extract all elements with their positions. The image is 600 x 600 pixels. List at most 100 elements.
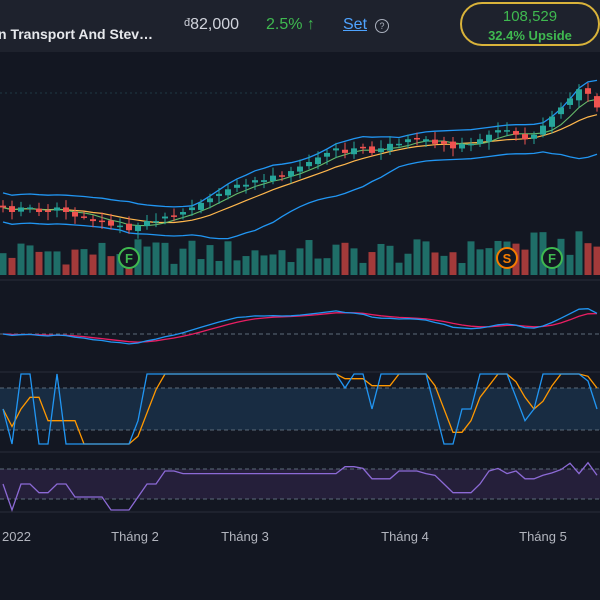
candle-body [396,143,402,146]
volume-bar [17,243,25,275]
candle-body [189,207,195,211]
candle-body [522,134,528,140]
candle-body [567,98,573,105]
candle-body [279,175,285,177]
volume-bar [359,262,367,275]
volume-bar [188,240,196,275]
volume-bar [143,246,151,275]
volume-bar [107,256,115,275]
event-marker-circle [496,247,518,269]
candle-body [549,116,555,127]
candle-body [45,210,51,212]
volume-bar [323,258,331,275]
volume-bar [161,242,169,275]
stock-chart[interactable]: F S F 2022 Tháng 2 Tháng 3 Tháng 4 Tháng 5 [0,52,600,600]
help-icon[interactable]: ? [375,19,389,33]
candle-body [99,220,105,223]
volume-bar [485,248,493,275]
event-marker-circle [541,247,563,269]
candle-body [558,107,564,115]
stoch-band [0,388,600,430]
currency-symbol: đ [184,17,191,29]
candle-body [594,96,600,108]
candle-body [450,141,456,149]
candle-body [198,202,204,210]
candle-body [27,207,33,209]
candle-body [81,216,87,218]
volume-bar [422,241,430,275]
candle-body [360,146,366,149]
volume-bar [26,245,34,275]
volume-bar [0,253,7,275]
target-price-box: 108,529 32.4% Upside [460,2,600,46]
volume-bar [44,251,52,275]
candle-body [153,221,159,223]
candle-body [162,216,168,219]
candle-body [540,125,546,135]
candle-body [378,148,384,153]
volume-bar [62,264,70,275]
candle-body [315,157,321,165]
volume-bar [386,245,394,275]
volume-bar [521,249,529,275]
candle-body [0,205,6,208]
candle-body [225,189,231,196]
price-change: 2.5% ↑ [266,16,315,33]
candle-body [333,148,339,151]
volume-bar [89,254,97,275]
volume-bar [98,242,106,275]
volume-bar [305,240,313,275]
volume-bar [575,231,583,275]
candle-body [72,211,78,217]
volume-bar [404,253,412,275]
event-marker-label: S [503,251,512,266]
candle-body [63,207,69,212]
volume-bar [71,249,79,275]
volume-bar [224,241,232,275]
volume-bar [467,241,475,275]
volume-bar [35,251,43,275]
candle-body [414,137,420,140]
volume-bar [251,250,259,275]
candle-body [306,162,312,167]
candle-body [54,207,60,211]
volume-bar [431,252,439,275]
x-axis-tick-label: Tháng 4 [381,529,429,544]
volume-bar [179,248,187,275]
volume-bar [269,254,277,275]
target-upside: 32.4% Upside [488,28,572,43]
volume-bar [413,239,421,275]
candles-layer [0,82,600,239]
indicator-layer [2,308,598,512]
volume-bar [242,256,250,275]
volume-bar [296,248,304,275]
candle-body [531,134,537,139]
event-marker-label: F [125,251,133,266]
volume-bar [584,243,592,275]
volume-bar [206,245,214,275]
candle-body [576,89,582,101]
volume-bar [368,252,376,275]
company-name: n Transport And Stev… [0,26,154,42]
volume-bar [341,242,349,275]
candle-body [504,130,510,132]
candle-body [252,180,258,183]
volume-bar [116,254,124,275]
volume-bar [80,249,88,275]
candle-body [459,143,465,149]
candle-body [180,212,186,215]
time-axis: 2022 Tháng 2 Tháng 3 Tháng 4 Tháng 5 [2,529,567,544]
macd-line [2,308,598,345]
volume-bar [350,248,358,275]
current-price: đ82,000 [184,16,239,34]
rsi-line [2,461,598,512]
candle-body [486,134,492,142]
candle-body [441,141,447,144]
set-link[interactable]: Set [343,16,368,33]
candle-body [126,223,132,231]
candle-body [477,139,483,144]
x-axis-tick-label: Tháng 3 [221,529,269,544]
candle-body [351,148,357,155]
volume-bar [197,259,205,275]
